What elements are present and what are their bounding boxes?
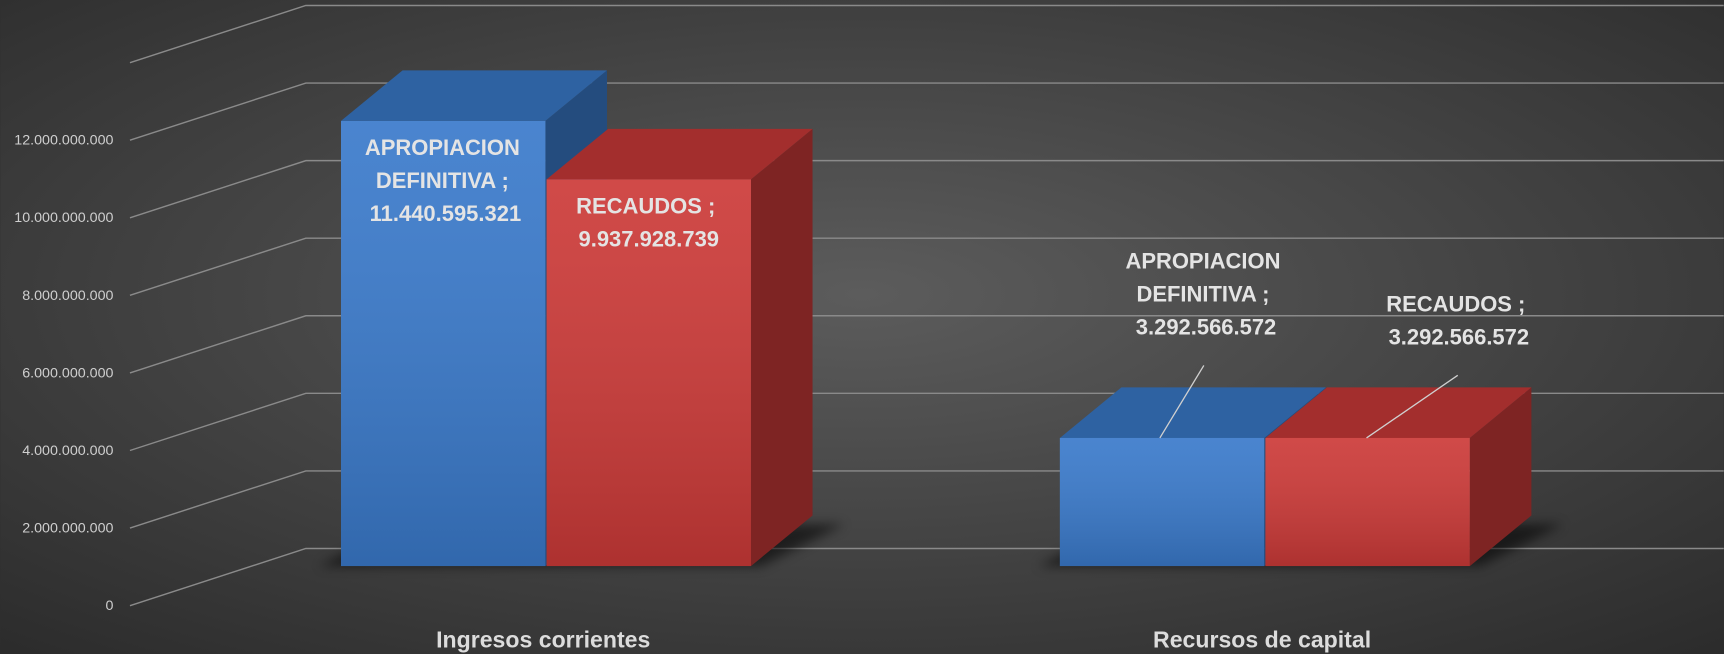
grid-line bbox=[129, 315, 1724, 374]
leader-line bbox=[1366, 374, 1459, 439]
data-label: APROPIACION DEFINITIVA ; 11.440.595.321 bbox=[365, 135, 526, 226]
grid-line bbox=[129, 159, 1724, 219]
bar-front-shade bbox=[1059, 437, 1265, 567]
grid-line bbox=[129, 4, 1724, 64]
x-tick-label: Ingresos corrientes bbox=[436, 626, 650, 652]
bar-top bbox=[546, 128, 813, 180]
data-label: RECAUDOS ; 3.292.566.572 bbox=[1386, 292, 1531, 350]
y-tick-label: 12.000.000.000 bbox=[14, 133, 113, 149]
bar bbox=[546, 128, 813, 567]
y-tick-label: 0 bbox=[106, 598, 114, 614]
bar-front-shade bbox=[340, 120, 546, 567]
bar-front-shade bbox=[546, 179, 751, 567]
bar-side bbox=[1469, 387, 1532, 567]
bar-top bbox=[1059, 387, 1326, 438]
bar-top bbox=[1265, 387, 1532, 438]
bar-top bbox=[340, 70, 607, 121]
y-tick-label: 2.000.000.000 bbox=[22, 520, 113, 536]
bar bbox=[1265, 387, 1532, 567]
x-tick-label: Recursos de capital bbox=[1153, 626, 1371, 652]
y-tick-label: 8.000.000.000 bbox=[22, 288, 113, 304]
leader-line bbox=[1159, 365, 1205, 439]
y-tick-label: 10.000.000.000 bbox=[14, 210, 113, 226]
y-tick-label: 6.000.000.000 bbox=[22, 365, 113, 381]
data-label: APROPIACION DEFINITIVA ; 3.292.566.572 bbox=[1125, 249, 1286, 340]
bar-side bbox=[750, 128, 813, 567]
y-tick-label: 4.000.000.000 bbox=[22, 443, 113, 459]
bar-front-shade bbox=[1265, 437, 1470, 567]
grid-line bbox=[129, 237, 1724, 297]
grid-line bbox=[129, 82, 1724, 141]
bar bbox=[340, 70, 607, 567]
data-label: RECAUDOS ; 9.937.928.739 bbox=[576, 193, 721, 251]
